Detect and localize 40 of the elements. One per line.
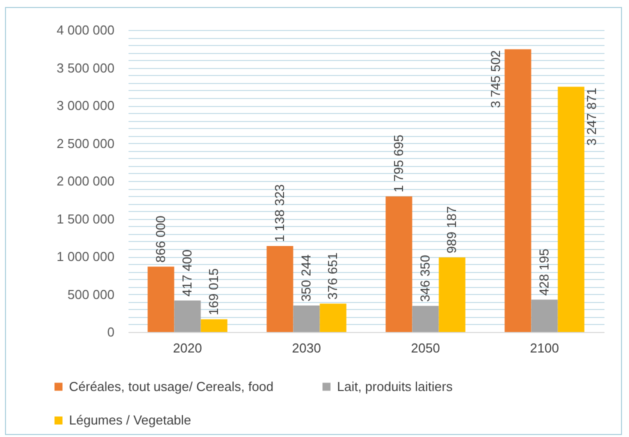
y-tick-label: 4 000 000 bbox=[56, 22, 114, 38]
y-tick-label: 1 500 000 bbox=[56, 211, 114, 226]
legend-label: Légumes / Vegetable bbox=[69, 412, 192, 428]
x-tick-label: 2050 bbox=[411, 340, 440, 356]
bar bbox=[266, 246, 294, 332]
data-label: 1 138 323 bbox=[272, 184, 287, 242]
y-tick-label: 2 000 000 bbox=[56, 174, 114, 188]
data-label: 1 795 695 bbox=[390, 134, 406, 192]
bar bbox=[148, 266, 174, 332]
data-label: 428 195 bbox=[536, 248, 552, 296]
data-label: 350 244 bbox=[298, 254, 314, 302]
bar bbox=[174, 300, 201, 332]
bar bbox=[438, 257, 466, 332]
bar bbox=[200, 319, 228, 332]
data-label: 376 651 bbox=[325, 252, 340, 300]
bar bbox=[504, 49, 532, 332]
data-label: 346 350 bbox=[418, 254, 432, 302]
x-tick-label: 2100 bbox=[530, 340, 559, 356]
y-tick-label: 1 000 000 bbox=[56, 249, 114, 264]
y-tick-label: 500 000 bbox=[68, 286, 114, 302]
data-label: 169 015 bbox=[206, 268, 222, 316]
legend-label: Lait, produits laitiers bbox=[337, 378, 454, 394]
y-tick-label: 3 500 000 bbox=[56, 60, 114, 76]
bar bbox=[412, 306, 439, 332]
y-tick-label: 0 bbox=[107, 324, 114, 340]
bar bbox=[293, 306, 320, 332]
data-label: 989 187 bbox=[444, 206, 460, 254]
bar bbox=[531, 300, 558, 332]
x-tick-label: 2020 bbox=[173, 340, 202, 356]
data-label: 866 000 bbox=[152, 216, 168, 263]
legend-label: Céréales, tout usage/ Cereals, food bbox=[69, 378, 274, 394]
bar bbox=[386, 196, 412, 332]
y-tick-label: 3 000 000 bbox=[56, 98, 114, 113]
bar bbox=[558, 86, 584, 332]
data-label: 3 247 871 bbox=[584, 88, 600, 146]
x-tick-label: 2030 bbox=[292, 340, 321, 356]
data-label: 3 745 502 bbox=[488, 50, 503, 108]
y-tick-label: 2 500 000 bbox=[56, 136, 114, 151]
bar bbox=[320, 304, 346, 332]
data-label: 417 400 bbox=[180, 249, 194, 296]
